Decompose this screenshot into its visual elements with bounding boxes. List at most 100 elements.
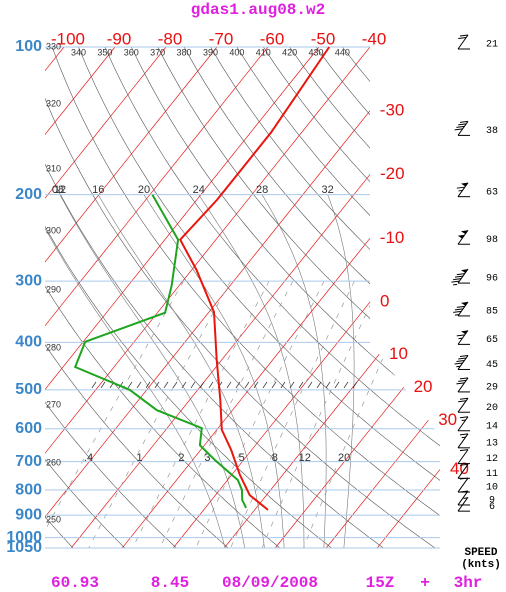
overlay: 10020030040050060070080090010001050-100-… [6,29,500,592]
wind-speed-label: 10 [486,483,498,494]
hatch [352,381,358,389]
pressure-label: 1050 [6,539,42,556]
pressure-label: 700 [15,453,42,470]
barb-staff [457,496,469,512]
barb-feather [458,123,467,126]
footer-text: 15Z [366,574,395,592]
wind-speed-label: 29 [486,383,498,394]
wind-barb [457,449,470,465]
barb-staff [457,416,469,432]
hatch [136,381,142,389]
barb-feather [454,308,464,311]
hatch [154,381,160,389]
dry-adiabat [157,47,440,548]
isotherm [45,47,422,548]
dry-adiabat [45,47,281,548]
hatch [343,381,349,389]
temperature-profile [178,46,331,511]
dry-adiabat [131,47,440,548]
mixing-ratio-line [195,280,325,548]
temperature-label: -60 [260,29,285,48]
dry-adiabat-label: 310 [46,163,61,173]
wind-barb [457,477,470,493]
pressure-label: 400 [15,334,42,351]
pressure-label: 200 [15,186,42,203]
moist-adiabat-label: 32 [322,184,334,196]
dry-adiabat [45,47,177,548]
moist-adiabat-label: 20 [138,184,150,196]
dry-adiabat [315,47,440,548]
isotherm [45,47,269,548]
barb-feather [459,377,469,380]
wind-speed-label: 85 [486,307,498,318]
barb-feather [456,125,465,128]
hatch [289,381,295,389]
mixing-ratio-line [230,280,355,548]
temperature-label: -80 [158,29,183,48]
temperature-label: -20 [380,164,405,183]
dry-adiabat-label: 270 [46,399,61,409]
pressure-label: 300 [15,272,42,289]
hatch [118,381,124,389]
hatch [325,381,331,389]
barb-feather [451,280,460,283]
barb-half [461,436,466,439]
mixing-ratio-label: 20 [338,452,350,464]
footer-text: 08/09/2008 [222,574,318,592]
barb-feather [459,34,469,37]
hatch [91,381,97,389]
barb-feather [456,273,465,276]
isotherm [45,47,167,548]
barb-pennant [457,234,465,239]
wind-speed-label: 21 [486,40,498,51]
dry-adiabat [45,47,126,548]
moist-adiabat [59,194,246,548]
footer-text: 3hr [454,574,483,592]
mixing-ratio-line [45,280,184,548]
hatch [298,381,304,389]
mixing-ratio-line [159,280,294,548]
dry-adiabat-label: 340 [71,47,86,57]
barb-staff [457,121,469,136]
hatch [190,381,196,389]
footer-text: 60.93 [51,574,99,592]
barb-half [454,314,459,316]
barb-feather [459,449,469,452]
barb-feather [458,357,467,360]
temperature-label: 20 [414,377,433,396]
wind-speed-label: 98 [486,235,498,246]
hatch [271,381,277,389]
wind-barb [456,377,470,393]
temperature-label: -10 [380,228,405,247]
wind-barb [451,268,470,286]
wind-barb [456,330,470,345]
hatch [235,381,241,389]
moist-adiabat-label: 16 [92,184,104,196]
temperature-label: -40 [362,29,387,48]
dry-adiabat-label: 420 [282,47,297,57]
dry-adiabat [104,47,440,548]
barb-feather [453,278,462,281]
mixing-ratio-line [88,280,231,548]
mixing-ratio-line [132,280,270,548]
dry-adiabat-label: 370 [150,47,165,57]
temperature-label: 10 [389,344,408,363]
isotherm [45,47,218,548]
moist-adiabat [97,194,265,548]
temperature-label: -70 [209,29,234,48]
barb-feather [459,416,469,419]
barb-staff [457,355,469,370]
dry-adiabat [78,47,440,548]
barb-feather [459,463,469,466]
wind-barb [454,120,470,136]
temperature-label: 30 [438,410,457,429]
hatch [226,381,232,389]
wind-barb [457,433,470,449]
barb-pennant [461,230,468,234]
wind-speed-label: 6 [489,502,495,513]
moist-adiabat-label: 12 [54,184,66,196]
barb-feather [458,379,467,382]
wind-barb [457,496,470,512]
barb-pennant [461,269,468,273]
barb-staff [457,377,469,393]
